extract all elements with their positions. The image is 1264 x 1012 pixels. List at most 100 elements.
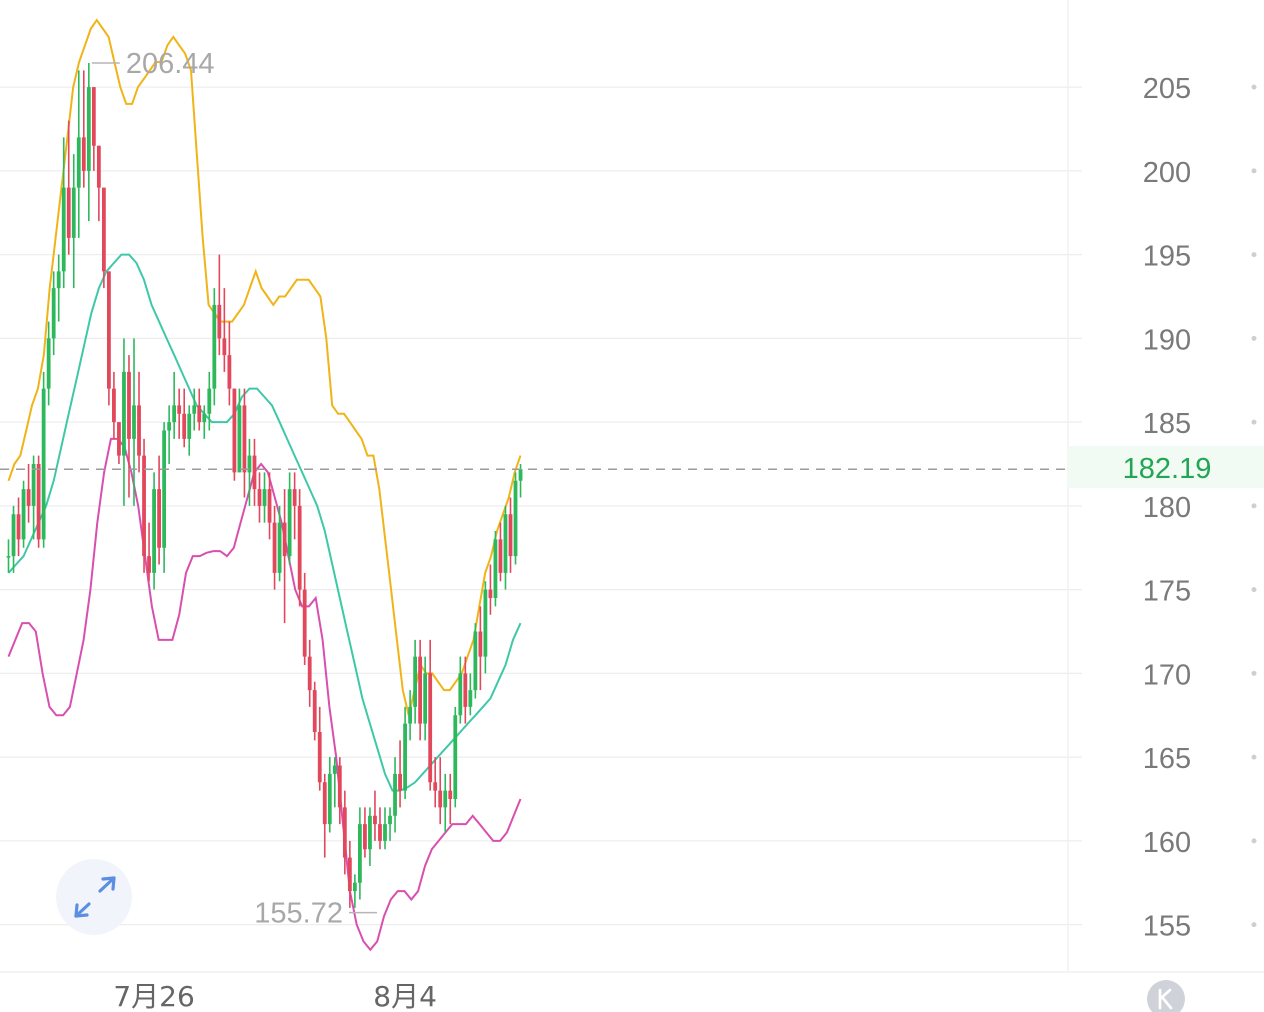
candle-body [307,656,312,691]
y-tick-dot [1251,754,1257,760]
candle [307,639,312,707]
candle [463,656,468,724]
candle-body [81,137,86,171]
candle [468,673,473,716]
candle [363,807,367,858]
candle-body [162,430,167,548]
expand-button[interactable] [56,859,132,935]
candle-body [393,773,397,816]
candle-body [463,673,468,707]
candle-body [101,187,106,272]
candle [297,489,302,607]
candle-body [71,187,76,238]
low-marker-label: 155.72 [254,898,343,930]
candle [31,455,36,540]
candle [117,422,121,464]
candle-body [428,673,433,783]
y-tick-dot [1251,335,1257,341]
candle-body [117,422,121,456]
candle [473,623,478,699]
candle-body [388,815,392,825]
candle-body [508,514,513,557]
candle [393,757,397,833]
candle-body [66,187,71,238]
candle [46,321,51,406]
candle [187,405,192,456]
candle [71,154,76,289]
candle-body [207,388,212,414]
candle-body [232,388,237,473]
candle-body [322,782,327,825]
candle [232,388,237,481]
candle-body [41,388,46,540]
candle [137,371,141,473]
candle-body [157,489,161,548]
y-tick-label: 160 [1143,827,1191,859]
candle-body [302,589,307,657]
candle-body [373,815,377,825]
candle [242,388,247,498]
kline-settings-button[interactable] [1147,980,1185,1012]
y-tick-label: 205 [1143,73,1191,105]
candle [388,807,392,841]
candle-body [413,656,418,707]
candle-body [332,765,337,774]
y-tick-dot [1251,670,1257,676]
candle [76,70,81,238]
candle [403,706,407,799]
candle [342,790,347,875]
candle [428,639,433,791]
candle-body [11,514,16,557]
candle-body [16,514,21,540]
candle [147,522,151,582]
candle [433,757,438,808]
candle [448,773,453,825]
candle-body [488,589,493,598]
candle [287,472,292,565]
candle-body [262,489,267,506]
candle-body [147,556,151,573]
high-low-markers: 206.44 155.72 [91,48,377,930]
candle-body [327,773,332,825]
candle [373,790,377,841]
candle-body [127,371,131,439]
candle [36,455,41,548]
candle-body [513,480,518,557]
candle-body [493,539,498,598]
candle-body [403,723,407,791]
current-price-label: 182.19 [1123,453,1212,485]
candle-body [86,87,91,171]
y-tick-dot [1251,84,1257,90]
candle-body [347,857,352,892]
candle [247,438,252,506]
candle [61,137,66,289]
candle-body [252,455,257,490]
candle [66,120,71,255]
x-axis: 7月26 8月4 [113,980,437,1012]
y-tick-dot [1251,168,1257,174]
candle-body [187,413,192,439]
candle [332,757,337,808]
candle-body [21,489,26,540]
y-tick-label: 170 [1143,659,1191,691]
candle-body [167,422,172,431]
candle-body [242,405,247,473]
candle-body [46,338,51,389]
y-axis: 155 160 165 170 175 180 185 190 195 200 205 [1143,73,1257,943]
y-tick-label: 190 [1143,324,1191,356]
y-tick-dot [1251,252,1257,258]
candle [6,539,11,573]
y-tick-label: 195 [1143,241,1191,273]
candle [282,489,287,624]
candle [122,338,126,506]
candle [488,564,493,615]
candle [11,505,16,573]
candle [51,271,56,356]
candle-body [342,807,347,858]
candle-body [247,455,252,473]
candle [508,497,513,573]
candle [337,757,342,825]
candle-body [137,405,141,456]
candle-body [408,706,412,724]
